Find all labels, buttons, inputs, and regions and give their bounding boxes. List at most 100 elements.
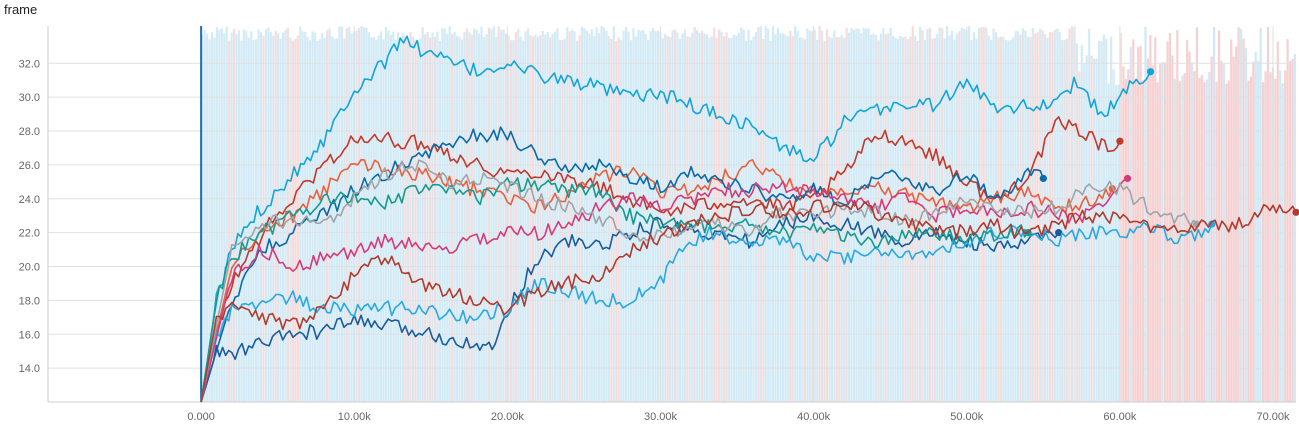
shading-stroke <box>206 33 209 403</box>
shading-stroke <box>1041 30 1044 403</box>
shading-stroke <box>500 30 503 403</box>
shading-stroke <box>1129 46 1132 402</box>
shading-stroke <box>887 33 890 403</box>
shading-stroke <box>242 29 245 402</box>
shading-stroke <box>1034 33 1037 403</box>
shading-stroke <box>1156 82 1159 402</box>
shading-stroke <box>847 32 851 403</box>
shading-stroke <box>1019 34 1022 403</box>
shading-stroke <box>345 28 348 403</box>
shading-stroke <box>850 28 853 402</box>
shading-stroke <box>485 34 488 402</box>
shading-stroke <box>299 26 302 403</box>
shading-stroke <box>531 36 535 403</box>
shading-stroke <box>1193 71 1196 402</box>
shading-stroke <box>487 27 490 402</box>
shading-stroke <box>1257 60 1260 403</box>
shading-stroke <box>335 38 339 403</box>
shading-stroke <box>382 39 385 402</box>
shading-stroke <box>362 27 366 403</box>
shading-stroke <box>605 30 608 403</box>
shading-stroke <box>666 36 669 402</box>
shading-stroke <box>433 36 437 403</box>
shading-stroke <box>1078 71 1081 403</box>
shading-stroke <box>1249 76 1252 402</box>
shading-stroke <box>1195 27 1199 403</box>
shading-stroke <box>1004 39 1007 402</box>
shading-stroke <box>595 27 598 403</box>
series-line <box>200 199 1297 403</box>
shading-stroke <box>522 40 525 402</box>
x-tick-label: 50.00k <box>950 411 984 423</box>
shading-stroke <box>977 28 980 402</box>
shading-stroke <box>600 26 603 403</box>
shading-stroke <box>921 30 924 403</box>
shading-stroke <box>460 39 464 402</box>
shading-stroke <box>686 36 689 403</box>
shading-stroke <box>1181 75 1184 402</box>
shading-stroke <box>762 39 765 403</box>
shading-stroke <box>1056 28 1059 402</box>
shading-stroke <box>732 34 735 403</box>
y-tick-label: 18.0 <box>19 295 40 307</box>
shading-stroke <box>389 35 392 402</box>
shading-stroke <box>1235 46 1238 402</box>
shading-stroke <box>923 39 927 402</box>
shading-stroke <box>1225 83 1228 403</box>
shading-stroke <box>1105 38 1108 403</box>
tick-labels: 14.0 16.0 18.0 20.0 22.0 24.0 26.0 28.0 30.0 32.0… <box>19 58 1290 423</box>
shading-stroke <box>286 27 290 403</box>
shading-stroke <box>725 32 728 402</box>
shading-stroke <box>343 38 346 402</box>
shading-stroke <box>722 36 726 402</box>
shading-stroke <box>426 31 429 402</box>
shading-stroke <box>1012 37 1015 402</box>
shading-stroke <box>845 27 848 403</box>
shading-stroke <box>404 36 407 402</box>
shading-stroke <box>313 32 317 403</box>
shading-stroke <box>767 28 770 402</box>
shading-stroke <box>1203 82 1206 403</box>
shading-stroke <box>1137 47 1140 402</box>
shading-stroke <box>279 38 282 403</box>
shading-stroke <box>455 35 459 402</box>
shading-stroke <box>218 29 221 402</box>
shading-stroke <box>257 29 260 402</box>
shading-stroke <box>416 40 419 402</box>
shading-stroke <box>918 26 922 402</box>
shading-stroke <box>504 33 508 402</box>
shading-stroke <box>470 34 473 402</box>
shading-stroke <box>816 39 819 403</box>
shading-stroke <box>394 39 397 403</box>
shading-stroke <box>867 28 870 403</box>
shading-stroke <box>350 33 353 403</box>
shading-stroke <box>953 39 956 402</box>
shading-stroke <box>210 32 214 403</box>
shading-stroke <box>372 37 375 402</box>
shading-stroke <box>379 31 383 402</box>
shading-stroke <box>201 34 204 403</box>
shading-stroke <box>911 26 914 403</box>
shading-stroke <box>838 37 841 402</box>
x-tick-label: 60.00k <box>1103 411 1137 423</box>
shading-stroke <box>1100 41 1103 403</box>
series-end-point <box>1146 68 1155 76</box>
shading-stroke <box>399 39 402 402</box>
shading-stroke <box>955 33 958 402</box>
shading-stroke <box>889 27 892 403</box>
shading-stroke <box>833 30 836 403</box>
shading-stroke <box>566 27 569 403</box>
shading-stroke <box>681 33 684 402</box>
shading-stroke <box>855 28 858 403</box>
shading-stroke <box>269 32 272 403</box>
x-tick-label: 0.000 <box>187 411 215 423</box>
shading-stroke <box>424 34 427 403</box>
shading-stroke <box>357 28 361 402</box>
shading-stroke <box>1286 39 1289 403</box>
shading-stroke <box>637 29 640 402</box>
shading-stroke <box>446 33 449 403</box>
shading-stroke <box>213 37 216 403</box>
shading-stroke <box>473 28 476 402</box>
shading-stroke <box>524 31 527 403</box>
